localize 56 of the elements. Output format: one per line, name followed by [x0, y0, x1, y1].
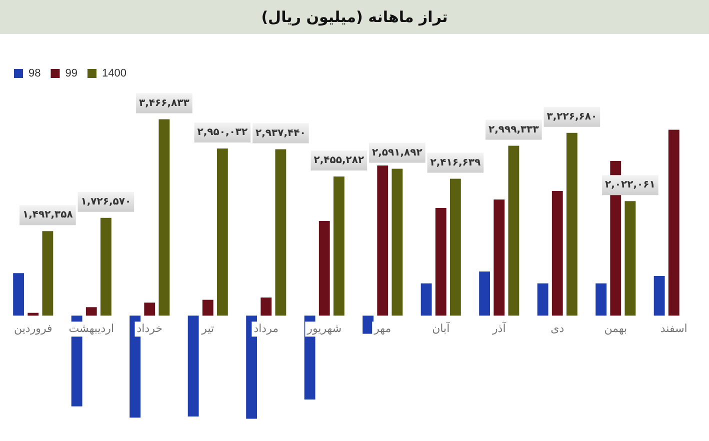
data-label: ۲,۵۹۱,۸۹۲	[372, 147, 422, 158]
data-label: ۱,۴۹۲,۳۵۸	[22, 210, 73, 221]
bar	[188, 316, 199, 417]
x-tick-label: اردیبهشت	[68, 322, 114, 336]
bar	[420, 283, 432, 316]
x-tick-label: خرداد	[136, 322, 162, 336]
bar	[654, 276, 665, 316]
x-tick-label: تیر	[200, 322, 214, 336]
bar	[479, 271, 490, 316]
bar	[100, 218, 112, 316]
x-tick-label: مهر	[373, 322, 392, 336]
x-tick-label: فروردین	[14, 322, 52, 336]
legend-label: 1400	[102, 68, 126, 80]
data-label: ۲,۹۹۹,۳۳۳	[488, 124, 539, 136]
bar	[624, 201, 636, 316]
data-label: ۲,۴۱۶,۶۳۹	[430, 157, 481, 168]
data-label: ۲,۹۵۰,۰۳۲	[197, 127, 248, 138]
bar	[260, 298, 272, 316]
data-label: ۲,۴۵۵,۲۸۲	[314, 155, 364, 166]
data-label: ۲,۹۳۷,۴۴۰	[256, 128, 306, 139]
bar	[552, 191, 563, 316]
bar	[668, 130, 680, 316]
legend-label: 98	[28, 68, 41, 80]
bar	[377, 166, 388, 316]
bar	[216, 148, 228, 316]
bar	[158, 119, 170, 316]
x-tick-label: مرداد	[254, 322, 279, 336]
bar	[494, 200, 505, 316]
bar	[362, 316, 374, 334]
legend-label: 99	[65, 68, 78, 80]
x-tick-label: آبان	[432, 321, 451, 336]
bar	[435, 208, 446, 316]
bar	[42, 231, 54, 316]
bar	[537, 283, 548, 316]
bar	[86, 307, 97, 316]
x-tick-label: آذر	[491, 321, 507, 336]
bar	[13, 273, 24, 316]
bar	[202, 300, 214, 316]
x-tick-label: اسفند	[660, 322, 688, 336]
x-tick-label: دی	[550, 322, 564, 336]
chart-title: تراز ماهانه (میلیون ریال)	[0, 0, 709, 34]
bar	[144, 302, 156, 316]
bar	[566, 132, 578, 316]
bar	[596, 283, 607, 316]
bar	[450, 178, 461, 316]
x-tick-label: شهریور	[306, 322, 342, 336]
data-label: ۱,۷۲۶,۵۷۰	[80, 196, 132, 208]
data-label: ۲,۰۲۲,۰۶۱	[605, 180, 656, 191]
bar	[333, 176, 344, 316]
bar	[392, 168, 403, 316]
data-label: ۳,۴۶۶,۸۳۳	[139, 98, 190, 109]
data-label: ۳,۲۲۶,۶۸۰	[546, 111, 598, 122]
bar	[318, 221, 330, 316]
bar	[275, 149, 286, 316]
bar	[508, 146, 520, 316]
x-tick-label: بهمن	[604, 322, 628, 336]
